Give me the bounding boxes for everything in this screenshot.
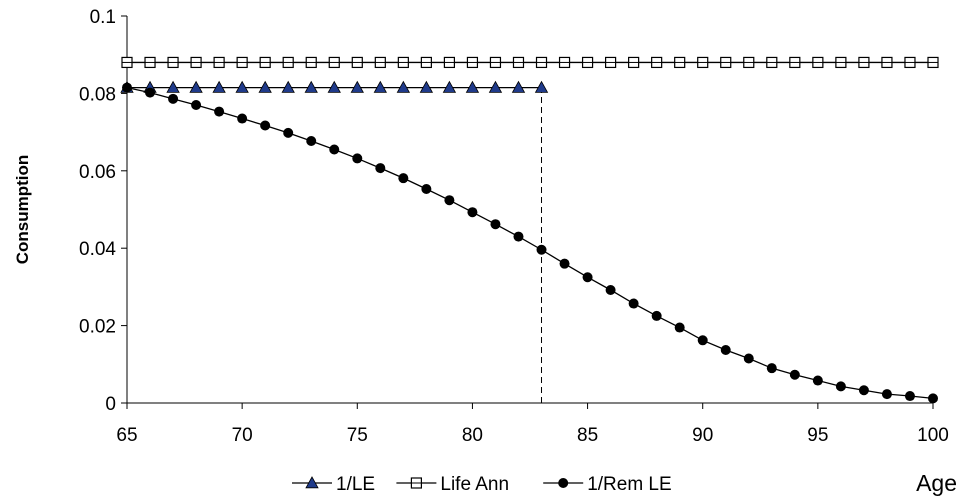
y-tick-label: 0.1 xyxy=(90,7,116,28)
data-point xyxy=(421,183,432,194)
y-tick-label: 0 xyxy=(105,394,116,415)
y-tick-label: 0.02 xyxy=(79,317,116,338)
data-point xyxy=(122,82,132,93)
series-line xyxy=(126,86,934,400)
data-point xyxy=(743,353,754,364)
data-point xyxy=(465,80,480,93)
data-point xyxy=(235,80,249,93)
legend-item: 1/LE xyxy=(292,474,375,495)
data-point xyxy=(467,207,478,218)
data-point xyxy=(490,219,501,230)
data-point xyxy=(166,80,180,93)
data-point xyxy=(375,163,386,174)
data-point xyxy=(697,335,708,346)
data-point xyxy=(511,80,526,93)
data-point xyxy=(488,80,503,93)
data-point xyxy=(145,87,156,98)
data-point xyxy=(260,120,271,131)
data-point xyxy=(212,80,226,93)
data-point xyxy=(237,113,248,124)
series-1-rem-le xyxy=(122,82,938,404)
data-point xyxy=(904,391,915,402)
series-life-ann xyxy=(121,56,939,69)
legend: 1/LE Life Ann 1/Rem LE xyxy=(292,474,672,495)
data-point xyxy=(858,385,869,396)
data-point xyxy=(352,153,363,164)
data-point xyxy=(534,80,549,93)
y-tick-label: 0.04 xyxy=(79,239,116,260)
data-point xyxy=(881,389,892,400)
data-point xyxy=(444,195,455,206)
data-point xyxy=(373,80,387,93)
y-tick-label: 0.08 xyxy=(79,84,116,105)
x-tick-label: 85 xyxy=(577,425,598,446)
data-point xyxy=(214,106,225,117)
data-point xyxy=(281,80,295,93)
data-point xyxy=(674,322,685,333)
legend-marker xyxy=(558,478,569,488)
legend-item: 1/Rem LE xyxy=(543,474,672,495)
y-axis-title: Consumption xyxy=(13,155,32,265)
data-point xyxy=(605,284,616,295)
data-point xyxy=(419,80,434,93)
y-tick-label: 0.06 xyxy=(79,162,116,183)
data-point xyxy=(628,298,639,309)
legend-label: Life Ann xyxy=(440,474,509,495)
x-tick-label: 70 xyxy=(232,425,253,446)
data-point xyxy=(789,369,800,380)
x-ticks: 65 70 75 80 85 90 95 100 xyxy=(116,403,949,446)
data-point xyxy=(582,272,593,283)
x-axis-title: Age xyxy=(916,470,957,496)
series-layer xyxy=(120,56,939,404)
data-point xyxy=(812,375,823,386)
data-point xyxy=(720,344,731,355)
x-tick-label: 95 xyxy=(807,425,828,446)
data-point xyxy=(304,80,318,93)
data-point xyxy=(513,231,524,242)
data-point xyxy=(327,80,341,93)
data-point xyxy=(835,381,846,392)
x-tick-label: 75 xyxy=(347,425,368,446)
x-tick-label: 90 xyxy=(692,425,713,446)
data-point xyxy=(398,173,409,184)
x-tick-label: 65 xyxy=(116,425,137,446)
data-point xyxy=(651,310,662,321)
data-point xyxy=(350,80,364,93)
x-tick-label: 100 xyxy=(917,425,949,446)
data-point xyxy=(559,258,570,269)
data-point xyxy=(928,393,938,404)
data-point xyxy=(442,80,457,93)
data-point xyxy=(191,100,202,111)
legend-item: Life Ann xyxy=(396,474,509,495)
data-point xyxy=(536,244,547,255)
axes xyxy=(126,16,933,404)
data-point xyxy=(306,136,317,147)
y-ticks: 0 0.02 0.04 0.06 0.08 0.1 xyxy=(79,7,127,415)
data-point xyxy=(168,93,179,104)
legend-label: 1/Rem LE xyxy=(587,474,671,495)
data-point xyxy=(283,127,294,138)
series-1-le xyxy=(120,80,549,93)
data-point xyxy=(258,80,272,93)
legend-marker xyxy=(305,476,319,489)
x-tick-label: 80 xyxy=(462,425,483,446)
data-point xyxy=(396,80,411,93)
legend-label: 1/LE xyxy=(336,474,375,495)
data-point xyxy=(766,363,777,374)
data-point xyxy=(189,80,203,93)
data-point xyxy=(329,144,340,155)
